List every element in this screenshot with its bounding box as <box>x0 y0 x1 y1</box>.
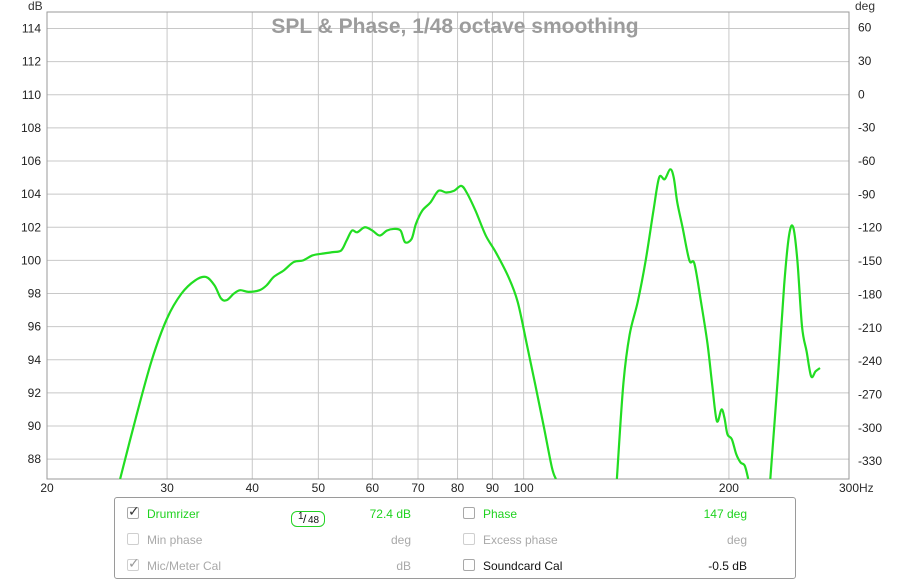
y-axis-unit-right: deg <box>855 0 875 13</box>
smoothing-denominator: 48 <box>308 515 320 526</box>
x-tick-label: 70 <box>411 481 425 495</box>
x-tick-label: 40 <box>246 481 260 495</box>
y-tick-label-left: 110 <box>22 88 41 102</box>
y-tick-label-right: -240 <box>858 354 882 368</box>
y-tick-label-right: -150 <box>858 254 882 268</box>
excess-phase-checkbox[interactable] <box>463 533 475 545</box>
legend-row-mic-cal: Mic/Meter Cal dB Soundcard Cal -0.5 dB <box>115 554 795 578</box>
y-axis-left-ticks: 88 90 92 94 96 98 100 102 104 106 108 110 112 114 <box>21 22 41 467</box>
y-tick-label-left: 96 <box>28 320 42 334</box>
x-tick-label: 200 <box>719 481 739 495</box>
y-tick-label-right: -180 <box>858 287 882 301</box>
legend-panel: Drumrizer 1 / 48 72.4 dB Phase 147 deg M… <box>114 497 796 579</box>
soundcard-cal-value: -0.5 dB <box>708 559 747 573</box>
y-tick-label-right: -90 <box>858 187 876 201</box>
y-tick-label-right: -30 <box>858 121 876 135</box>
phase-checkbox[interactable] <box>463 507 475 519</box>
y-tick-label-left: 100 <box>21 253 41 267</box>
series-line-drumrizer <box>119 184 557 479</box>
series-layer <box>119 168 821 479</box>
excess-phase-label: Excess phase <box>483 533 558 547</box>
y-tick-label-left: 112 <box>22 55 41 69</box>
drumrizer-checkbox[interactable] <box>127 504 140 520</box>
drumrizer-value: 72.4 dB <box>369 507 411 521</box>
y-tick-label-right: 0 <box>858 87 865 101</box>
x-tick-label: 80 <box>451 481 465 495</box>
soundcard-cal-checkbox[interactable] <box>463 559 475 571</box>
y-tick-label-right: -210 <box>858 321 882 335</box>
y-tick-label-right: -270 <box>858 387 882 401</box>
y-tick-label-left: 108 <box>21 121 41 135</box>
x-tick-label: 60 <box>366 481 380 495</box>
chart-title: SPL & Phase, 1/48 octave smoothing <box>271 15 638 38</box>
legend-row-drumrizer: Drumrizer 1 / 48 72.4 dB Phase 147 deg <box>115 502 795 527</box>
y-tick-label-right: -60 <box>858 154 876 168</box>
y-tick-label-right: -120 <box>858 221 882 235</box>
x-tick-label: 50 <box>312 481 326 495</box>
y-tick-label-left: 102 <box>21 220 41 234</box>
x-tick-label: 100 <box>514 481 534 495</box>
phase-label: Phase <box>483 507 518 521</box>
mic-meter-cal-label: Mic/Meter Cal <box>147 559 222 573</box>
series-line-drumrizer <box>615 168 750 479</box>
x-tick-label: 20 <box>40 481 54 495</box>
y-tick-label-right: -330 <box>858 454 882 468</box>
y-tick-label-left: 114 <box>22 22 41 36</box>
spl-phase-chart: SPL & Phase, 1/48 octave smoothing dB de… <box>21 0 882 495</box>
series-line-drumrizer <box>769 224 821 479</box>
mic-meter-cal-value: dB <box>396 559 411 573</box>
mic-meter-cal-checkbox[interactable] <box>127 556 140 572</box>
y-axis-unit-left: dB <box>28 0 43 13</box>
y-tick-label-left: 94 <box>28 353 42 367</box>
x-tick-label: 300 <box>839 481 859 495</box>
legend-row-min-phase: Min phase deg Excess phase deg <box>115 528 795 552</box>
min-phase-checkbox[interactable] <box>127 533 139 545</box>
y-tick-label-left: 106 <box>21 154 41 168</box>
y-tick-label-left: 92 <box>28 386 42 400</box>
x-axis-ticks: 20 30 40 50 60 70 80 90 100 200 300 <box>40 481 859 495</box>
grid-lines <box>46 12 850 479</box>
y-tick-label-right: 60 <box>858 21 872 35</box>
y-tick-label-left: 88 <box>28 452 42 466</box>
y-tick-label-right: -300 <box>858 421 882 435</box>
y-tick-label-right: 30 <box>858 54 872 68</box>
soundcard-cal-label: Soundcard Cal <box>483 559 563 573</box>
y-axis-right-ticks: -330-300-270-240-210-180-150-120-90-60-3… <box>858 21 882 469</box>
x-tick-label: 30 <box>160 481 174 495</box>
smoothing-numerator: 1 <box>298 511 304 522</box>
phase-value: 147 deg <box>703 507 747 521</box>
x-tick-label: 90 <box>486 481 500 495</box>
excess-phase-value: deg <box>726 533 747 547</box>
y-tick-label-left: 98 <box>28 287 42 301</box>
drumrizer-label: Drumrizer <box>147 507 200 521</box>
min-phase-label: Min phase <box>147 533 203 547</box>
plot-frame <box>46 11 850 480</box>
smoothing-badge[interactable]: 1 / 48 <box>291 511 325 527</box>
min-phase-value: deg <box>390 533 411 547</box>
x-axis-unit: Hz <box>859 481 874 495</box>
y-tick-label-left: 104 <box>21 187 41 201</box>
y-tick-label-left: 90 <box>28 419 42 433</box>
